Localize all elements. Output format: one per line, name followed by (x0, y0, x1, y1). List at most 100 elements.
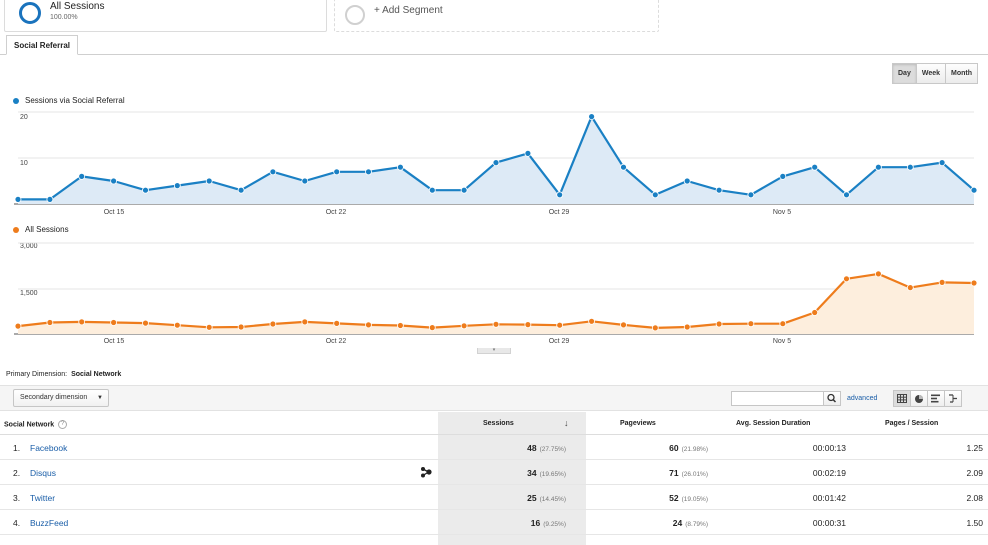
data-point (333, 320, 341, 327)
chart-resize-handle[interactable]: ▾ (477, 348, 511, 354)
chart1-legend-label: Sessions via Social Referral (25, 96, 125, 105)
chart2-xtick: Oct 22 (325, 338, 347, 345)
col-social-network-label: Social Network (4, 421, 55, 429)
row-duration: 00:01:42 (812, 493, 846, 503)
row-duration: 00:00:13 (812, 443, 846, 453)
col-pages-per-session[interactable]: Pages / Session (885, 420, 939, 427)
data-point (396, 163, 404, 171)
data-point (301, 318, 309, 326)
row-pageviews: 52 (19.05%) (669, 493, 708, 503)
data-point (906, 284, 914, 291)
data-point (843, 275, 850, 283)
chart1-ytick: 10 (20, 160, 28, 167)
data-point (524, 150, 532, 157)
data-point (779, 320, 787, 328)
chevron-down-icon: ▼ (97, 395, 103, 401)
sort-arrow-icon[interactable]: ↓ (564, 418, 569, 428)
data-point (970, 186, 978, 194)
table-row-partial (0, 535, 988, 545)
sessions-value: 25 (527, 493, 537, 503)
pageviews-percent: (21.98%) (681, 446, 708, 453)
sessions-percent: (9.25%) (543, 521, 566, 528)
data-point (970, 279, 978, 287)
data-point (811, 309, 819, 316)
data-point (333, 168, 341, 176)
add-segment-box[interactable]: + Add Segment (334, 0, 659, 32)
chart1-xtick: Oct 15 (103, 209, 125, 216)
sessions-social-chart[interactable] (0, 110, 988, 210)
col-avg-session-duration[interactable]: Avg. Session Duration (736, 420, 811, 427)
pie-view-button[interactable] (910, 390, 928, 407)
row-sessions: 34 (19.65%) (527, 468, 566, 478)
col-sessions[interactable]: Sessions (483, 420, 514, 427)
secondary-dimension-label: Secondary dimension (20, 394, 88, 401)
primary-dimension-value[interactable]: Social Network (71, 371, 122, 378)
data-point (556, 321, 564, 329)
row-network-link[interactable]: BuzzFeed (30, 518, 69, 528)
row-sessions: 25 (14.45%) (527, 493, 566, 503)
month-button[interactable]: Month (945, 63, 979, 84)
pageviews-value: 60 (669, 443, 679, 453)
table-view-button[interactable] (893, 390, 911, 407)
data-point (556, 191, 564, 199)
data-point (492, 159, 500, 166)
data-point (46, 319, 54, 326)
data-point (938, 159, 946, 166)
table-row: 4. BuzzFeed 16 (9.25%) 24 (8.79%) 00:00:31… (0, 510, 988, 535)
row-network-link[interactable]: Disqus (30, 468, 56, 478)
bar-view-button[interactable] (927, 390, 945, 407)
sessions-percent: (19.65%) (539, 471, 566, 478)
segment-percent: 100.00% (50, 14, 78, 21)
table-search-input[interactable] (731, 391, 824, 406)
week-button[interactable]: Week (915, 63, 947, 84)
secondary-dimension-dropdown[interactable]: Secondary dimension ▼ (13, 389, 109, 407)
data-point (396, 322, 404, 329)
tab-social-referral[interactable]: Social Referral (6, 35, 79, 55)
row-pages-per-session: 1.50 (966, 518, 983, 528)
data-point (524, 321, 532, 328)
data-point (492, 320, 500, 328)
comparison-icon (949, 394, 957, 403)
data-point (843, 191, 850, 199)
search-button[interactable] (823, 391, 841, 406)
period-selector: Day Week Month (892, 63, 979, 84)
table-view-switcher (893, 390, 962, 407)
explorer-tabbar: Social Referral (0, 35, 988, 55)
help-icon[interactable]: ? (58, 420, 68, 429)
data-point (205, 177, 213, 185)
table-row: 3. Twitter 25 (14.45%) 52 (19.05%) 00:01:4… (0, 485, 988, 510)
add-segment-label[interactable]: + Add Segment (374, 5, 443, 16)
share-network-icon[interactable] (420, 466, 433, 480)
row-pages-per-session: 1.25 (966, 443, 983, 453)
data-point (142, 186, 149, 194)
bar-chart-icon (931, 394, 940, 403)
data-point (14, 322, 22, 330)
data-point (269, 168, 277, 176)
col-pageviews[interactable]: Pageviews (620, 420, 656, 427)
all-sessions-chart[interactable] (0, 238, 988, 338)
sessions-value: 16 (530, 518, 541, 528)
legend-dot-icon (13, 97, 19, 104)
row-network-link[interactable]: Twitter (30, 493, 56, 503)
comparison-view-button[interactable] (944, 390, 962, 407)
day-button[interactable]: Day (892, 63, 917, 84)
row-pageviews: 24 (8.79%) (673, 518, 708, 528)
sessions-percent: (14.45%) (539, 496, 566, 503)
data-point (205, 323, 213, 331)
data-point (78, 318, 86, 326)
col-social-network[interactable]: Social Network ? (4, 420, 68, 429)
segment-all-sessions[interactable]: All Sessions 100.00% (4, 0, 327, 32)
data-point (428, 324, 436, 331)
advanced-filter-link[interactable]: advanced (847, 395, 878, 402)
data-point (906, 163, 914, 171)
data-point (620, 321, 627, 329)
pageviews-percent: (26.01%) (681, 471, 708, 478)
chart1-legend: Sessions via Social Referral (13, 96, 125, 105)
legend-dot-icon (13, 226, 19, 233)
row-pages-per-session: 2.09 (966, 468, 983, 478)
row-network-link[interactable]: Facebook (30, 443, 68, 453)
pageviews-percent: (19.05%) (681, 496, 708, 503)
table-row: 2. Disqus 34 (19.65%) 71 (26.01%) 00:02:19… (0, 460, 988, 485)
network-graph-icon (421, 467, 432, 478)
chart2-ytick: 3,000 (20, 243, 38, 250)
